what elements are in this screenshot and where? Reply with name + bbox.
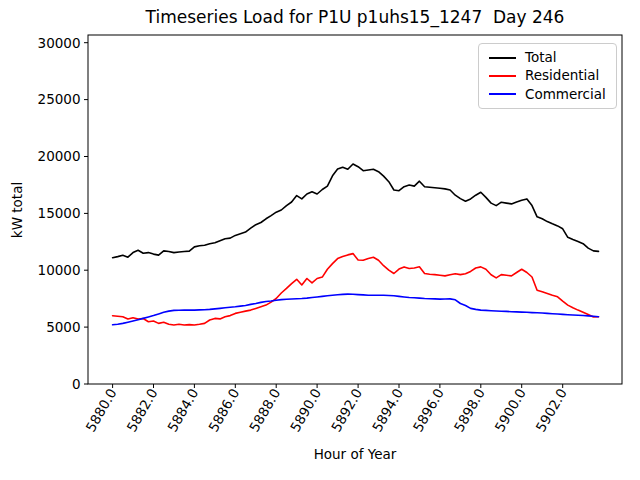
y-tick-label: 25000 (38, 91, 81, 107)
legend: Total Residential Commercial (478, 43, 617, 109)
x-tick-label: 5894.0 (369, 386, 406, 435)
x-tick-label: 5880.0 (82, 386, 119, 435)
legend-label-residential: Residential (525, 69, 599, 83)
legend-item-residential: Residential (489, 69, 606, 83)
x-tick-label: 5884.0 (164, 386, 201, 435)
y-tick-label: 30000 (38, 35, 81, 51)
x-tick-label: 5886.0 (205, 386, 242, 435)
x-axis-label: Hour of Year (88, 446, 622, 462)
legend-label-commercial: Commercial (525, 88, 606, 102)
legend-line-total-icon (489, 57, 516, 59)
figure: Timeseries Load for P1U p1uhs15_1247 Day… (0, 0, 640, 480)
legend-line-commercial-icon (489, 93, 516, 95)
y-axis-label: kW total (9, 182, 25, 238)
x-tick-label: 5890.0 (287, 386, 324, 435)
x-tick-label: 5882.0 (123, 386, 160, 435)
y-tick-label: 10000 (38, 262, 81, 278)
x-tick-label: 5892.0 (328, 386, 365, 435)
x-tick-label: 5888.0 (246, 386, 283, 435)
legend-line-residential-icon (489, 75, 516, 77)
y-tick-label: 0 (72, 376, 81, 392)
x-tick-label: 5900.0 (491, 386, 528, 435)
y-tick-label: 5000 (46, 319, 80, 335)
legend-item-total: Total (489, 51, 606, 65)
legend-label-total: Total (525, 51, 557, 65)
x-tick-label: 5898.0 (450, 386, 487, 435)
legend-item-commercial: Commercial (489, 88, 606, 102)
x-tick-label: 5896.0 (410, 386, 447, 435)
series-line-total (113, 164, 599, 258)
y-tick-label: 20000 (38, 148, 81, 164)
y-tick-label: 15000 (38, 205, 81, 221)
series-line-residential (113, 254, 599, 325)
x-tick-label: 5902.0 (532, 386, 569, 435)
series-line-commercial (113, 294, 599, 325)
